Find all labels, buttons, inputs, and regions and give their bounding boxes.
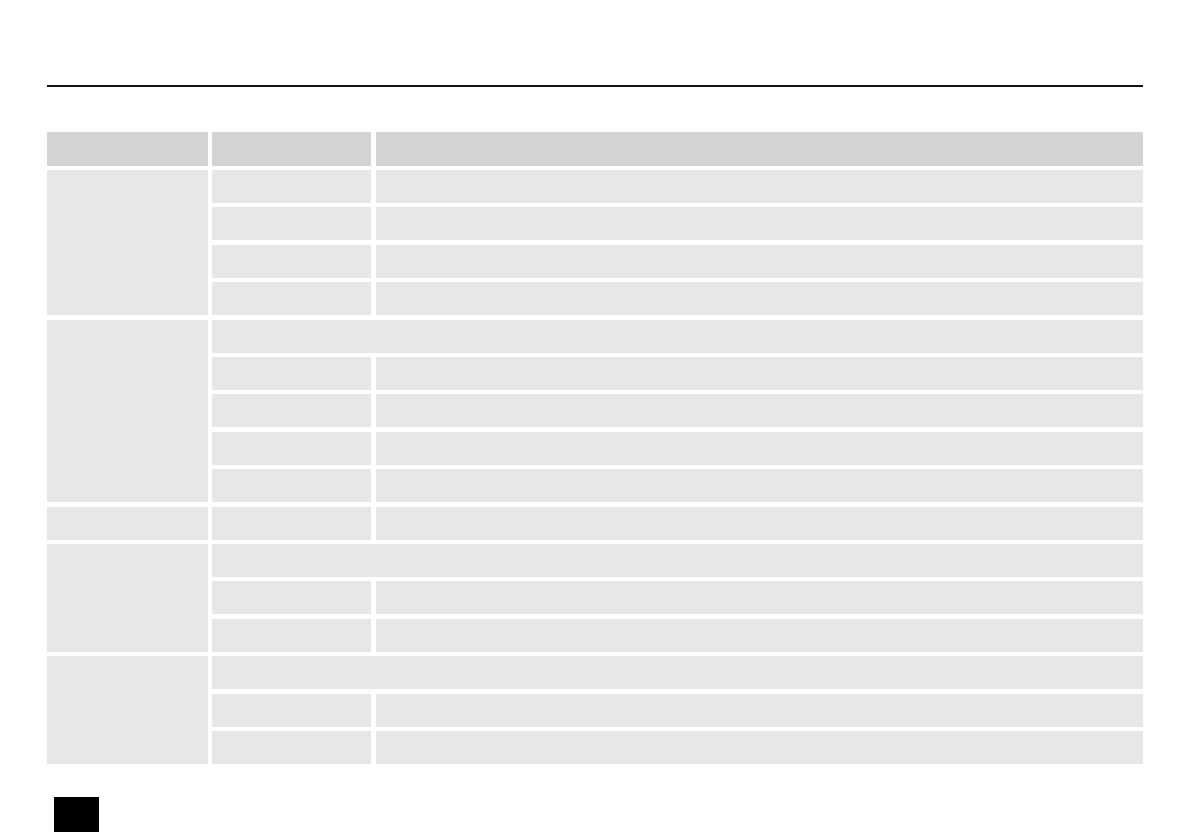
table-cell-value bbox=[376, 432, 1143, 465]
group-span-cell bbox=[212, 320, 1143, 353]
group-label-cell bbox=[47, 544, 208, 652]
group-label-cell bbox=[47, 656, 208, 764]
table-cell-key bbox=[212, 170, 371, 203]
table-cell-value bbox=[376, 731, 1143, 764]
table-cell-value bbox=[376, 581, 1143, 614]
table-cell-value bbox=[376, 469, 1143, 502]
group-label-cell bbox=[47, 170, 208, 315]
table-cell-key bbox=[212, 432, 371, 465]
table-cell-key bbox=[212, 394, 371, 427]
page-marker bbox=[54, 797, 99, 832]
table-cell-value bbox=[376, 507, 1143, 540]
table-cell-key bbox=[212, 245, 371, 278]
table-cell-value bbox=[376, 619, 1143, 652]
table-cell-value bbox=[376, 207, 1143, 240]
table-cell-key bbox=[212, 282, 371, 315]
top-rule bbox=[47, 85, 1143, 87]
table-cell-value bbox=[376, 694, 1143, 727]
header-cell bbox=[212, 132, 371, 166]
group-span-cell bbox=[212, 656, 1143, 689]
group-label-cell bbox=[47, 320, 208, 502]
table-cell-key bbox=[212, 581, 371, 614]
table-cell-value bbox=[376, 394, 1143, 427]
table-cell-key bbox=[212, 357, 371, 390]
table-cell-key bbox=[212, 207, 371, 240]
header-cell bbox=[376, 132, 1143, 166]
table-cell-key bbox=[212, 619, 371, 652]
table-cell-value bbox=[376, 282, 1143, 315]
group-span-cell bbox=[212, 544, 1143, 577]
table-cell-value bbox=[376, 357, 1143, 390]
table-cell-key bbox=[212, 731, 371, 764]
table-cell-key bbox=[212, 694, 371, 727]
table-cell-value bbox=[376, 170, 1143, 203]
table-cell-key bbox=[212, 507, 371, 540]
table-cell-value bbox=[376, 245, 1143, 278]
table-cell-key bbox=[212, 469, 371, 502]
group-label-cell bbox=[47, 507, 208, 540]
header-cell bbox=[47, 132, 208, 166]
